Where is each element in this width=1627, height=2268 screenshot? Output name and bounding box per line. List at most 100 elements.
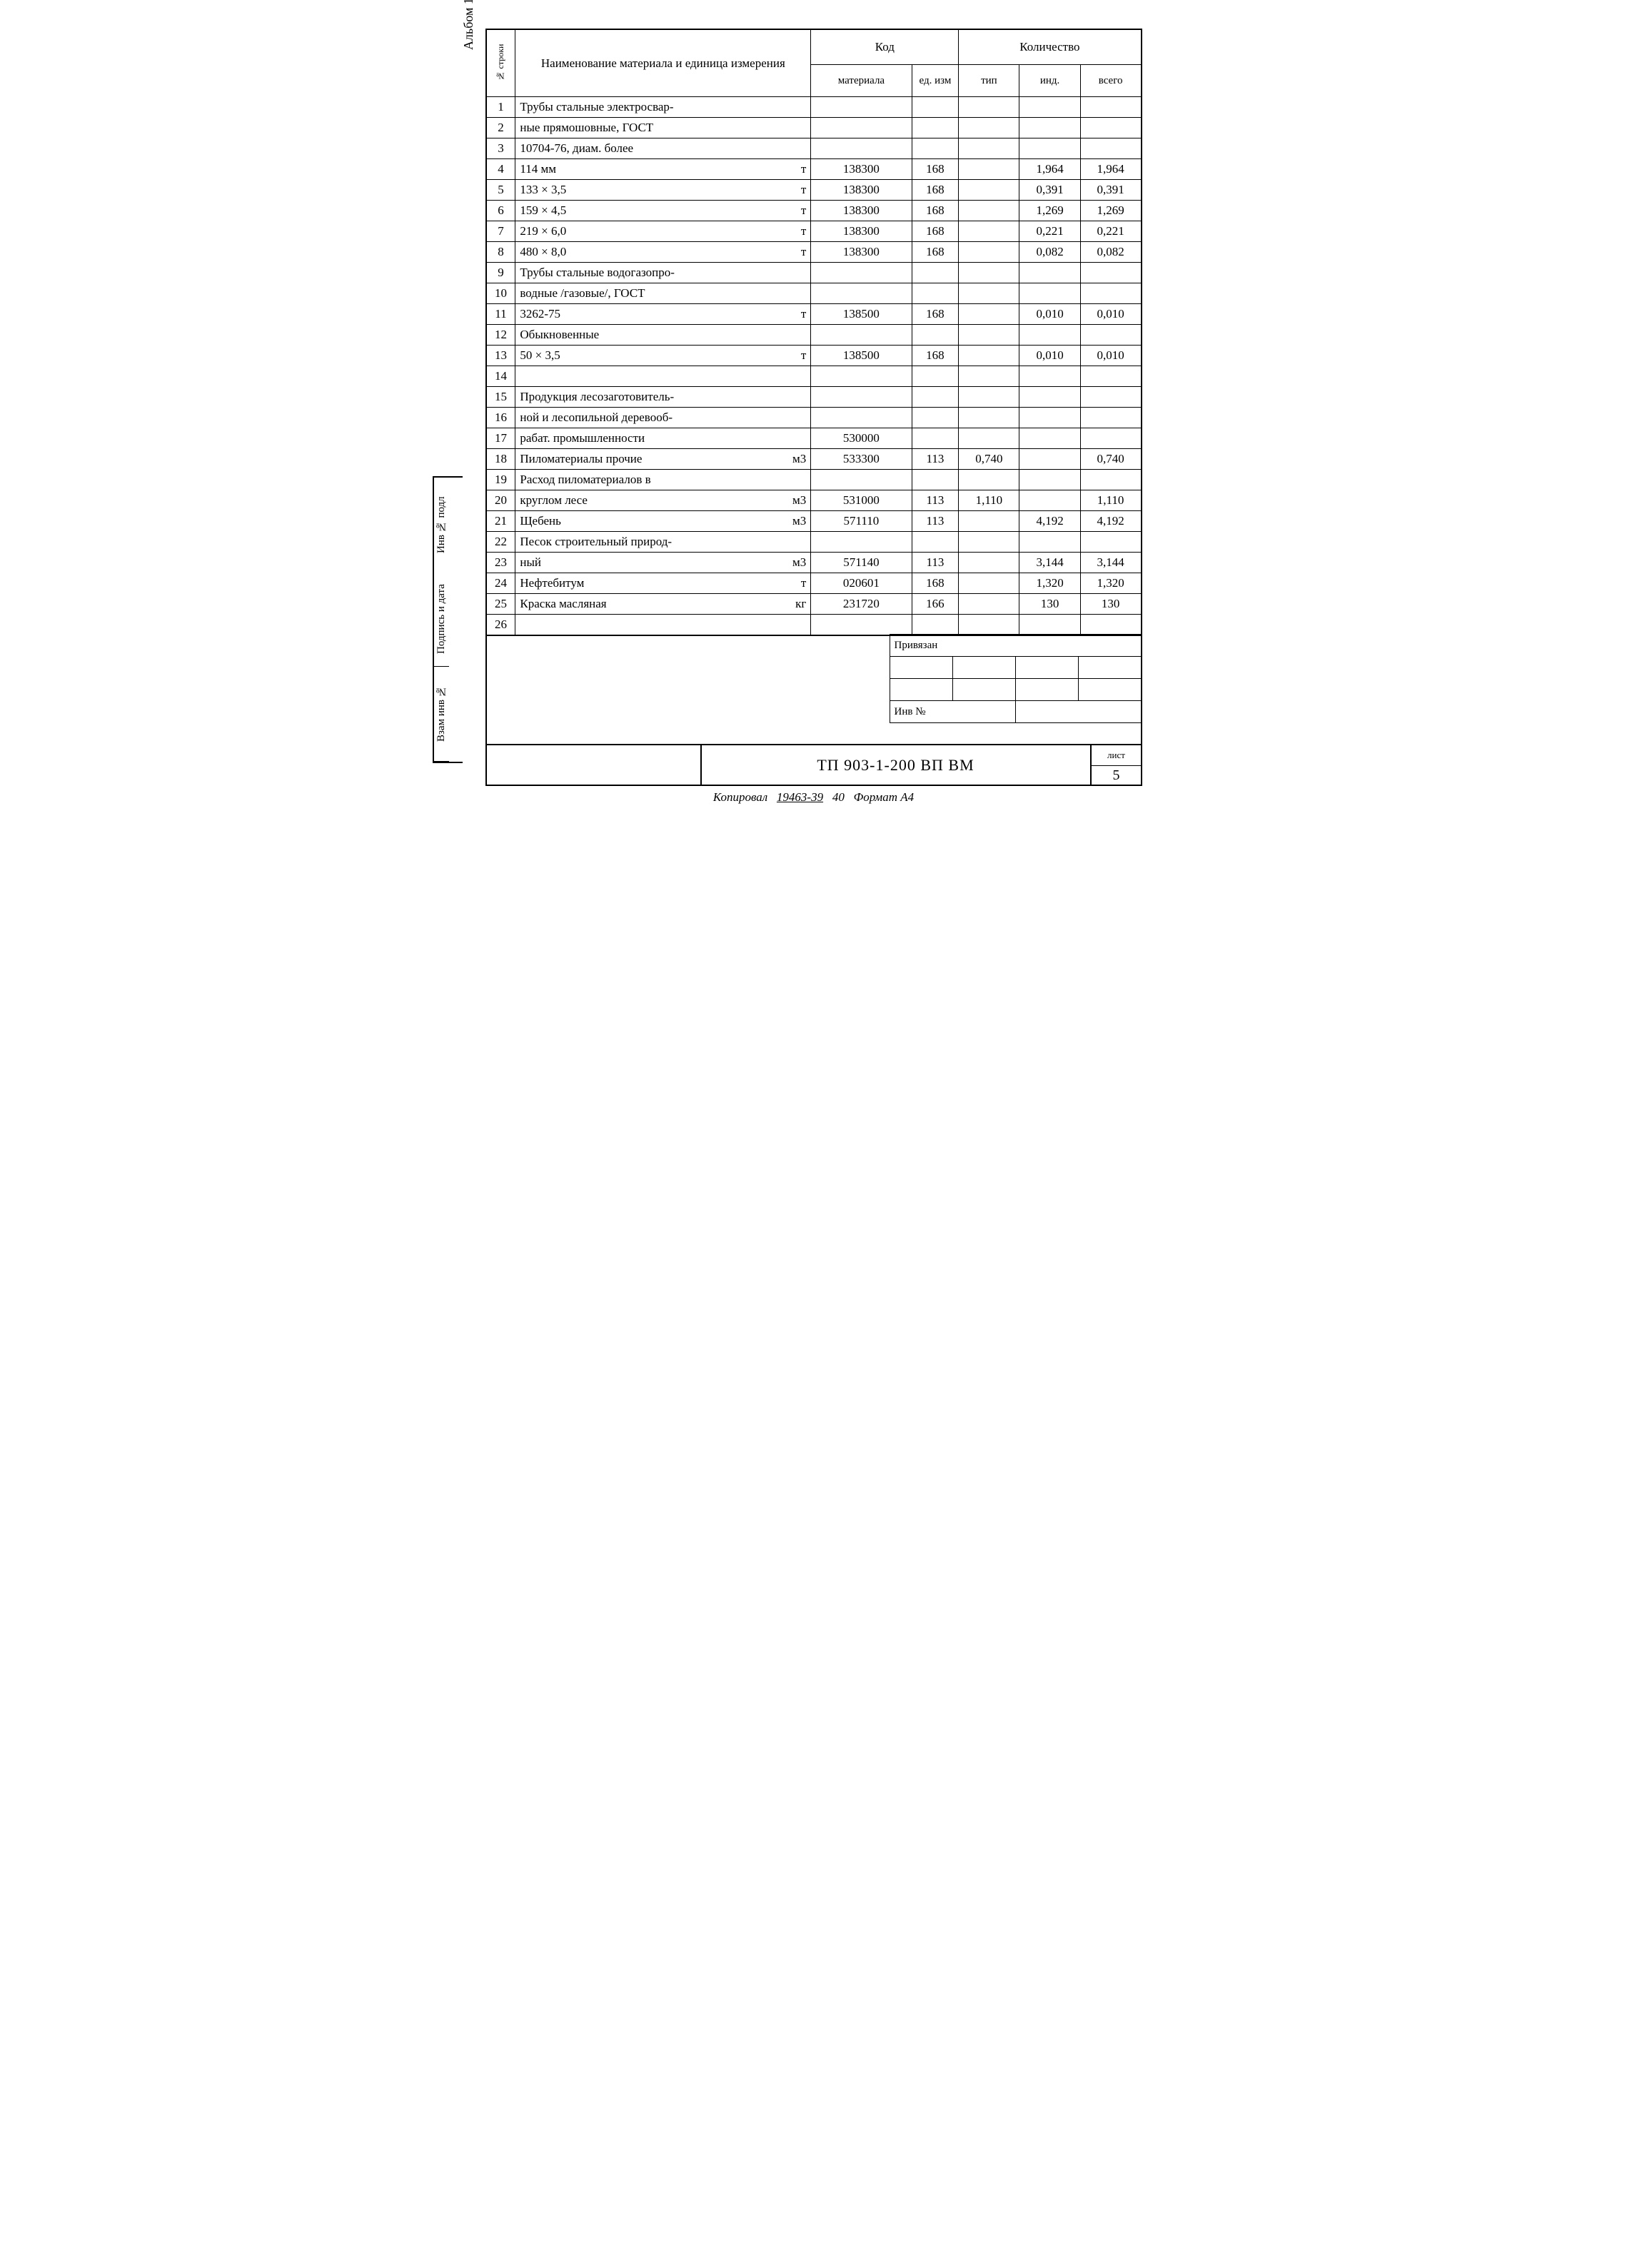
qty-ind (1019, 408, 1080, 428)
table-row: 2ные прямошовные, ГОСТ (486, 118, 1142, 138)
qty-ind (1019, 325, 1080, 346)
material-unit: т (795, 203, 806, 218)
row-number: 23 (486, 553, 515, 573)
unit-code (912, 428, 959, 449)
qty-typ: 0,740 (959, 449, 1019, 470)
qty-ind (1019, 283, 1080, 304)
qty-total: 0,740 (1080, 449, 1141, 470)
unit-code: 113 (912, 511, 959, 532)
qty-total: 1,110 (1080, 490, 1141, 511)
qty-total (1080, 366, 1141, 387)
qty-ind (1019, 490, 1080, 511)
page-label: лист (1092, 745, 1142, 766)
material-name-cell (515, 366, 811, 387)
bottom-note: Копировал 19463-39 40 Формат А4 (485, 790, 1142, 805)
material-unit: т (795, 576, 806, 590)
qty-total: 0,391 (1080, 180, 1141, 201)
material-name-cell: рабат. промышленности (515, 428, 811, 449)
material-name-cell: 480 × 8,0т (515, 242, 811, 263)
col-header-code-group: Код (811, 29, 959, 65)
qty-total: 0,010 (1080, 304, 1141, 325)
qty-typ: 1,110 (959, 490, 1019, 511)
material-name: 159 × 4,5 (520, 203, 566, 218)
row-number: 15 (486, 387, 515, 408)
qty-ind: 0,391 (1019, 180, 1080, 201)
qty-ind (1019, 470, 1080, 490)
col-header-qty-total: всего (1080, 65, 1141, 97)
row-number: 20 (486, 490, 515, 511)
unit-code (912, 366, 959, 387)
row-number: 26 (486, 615, 515, 636)
qty-typ (959, 594, 1019, 615)
material-name-cell: 3262-75т (515, 304, 811, 325)
row-number: 25 (486, 594, 515, 615)
title-row: ТП 903-1-200 ВП ВМ лист 5 (486, 744, 1142, 785)
row-number: 21 (486, 511, 515, 532)
row-number: 22 (486, 532, 515, 553)
table-row: 15Продукция лесозаготовитель- (486, 387, 1142, 408)
table-row: 1350 × 3,5т1385001680,0100,010 (486, 346, 1142, 366)
qty-typ (959, 346, 1019, 366)
qty-ind: 1,964 (1019, 159, 1080, 180)
material-name: ной и лесопильной деревооб- (520, 410, 673, 425)
qty-total (1080, 325, 1141, 346)
material-code (811, 325, 912, 346)
material-name-cell: Трубы стальные водогазопро- (515, 263, 811, 283)
material-code: 138300 (811, 180, 912, 201)
material-name: рабат. промышленности (520, 431, 645, 445)
material-name: Нефтебитум (520, 576, 584, 590)
row-number: 24 (486, 573, 515, 594)
table-row: 7219 × 6,0т1383001680,2210,221 (486, 221, 1142, 242)
table-row: 24Нефтебитумт0206011681,3201,320 (486, 573, 1142, 594)
material-code (811, 138, 912, 159)
material-name-cell: ной и лесопильной деревооб- (515, 408, 811, 428)
qty-typ (959, 408, 1019, 428)
footer-block: Привязан Инв № ТП 903-1-200 ВП ВМ лист 5 (485, 635, 1142, 786)
qty-typ (959, 511, 1019, 532)
qty-typ (959, 532, 1019, 553)
material-name-cell: Нефтебитум т (515, 573, 811, 594)
row-number: 19 (486, 470, 515, 490)
unit-code (912, 615, 959, 636)
material-code: 138300 (811, 242, 912, 263)
material-unit: м3 (787, 555, 806, 570)
unit-code: 168 (912, 573, 959, 594)
row-number: 7 (486, 221, 515, 242)
qty-ind: 3,144 (1019, 553, 1080, 573)
material-name-cell: 114 ммт (515, 159, 811, 180)
col-header-code-unit: ед. изм (912, 65, 959, 97)
material-name-cell: Краска маслянаякг (515, 594, 811, 615)
material-code (811, 470, 912, 490)
material-unit: м3 (787, 514, 806, 528)
material-name-cell: Продукция лесозаготовитель- (515, 387, 811, 408)
material-name: 3262-75 (520, 307, 560, 321)
table-row: 20круглом лесем35310001131,1101,110 (486, 490, 1142, 511)
qty-typ (959, 180, 1019, 201)
qty-ind: 0,221 (1019, 221, 1080, 242)
qty-ind (1019, 118, 1080, 138)
qty-typ (959, 387, 1019, 408)
table-row: 17рабат. промышленности530000 (486, 428, 1142, 449)
qty-typ (959, 201, 1019, 221)
table-row: 25Краска маслянаякг231720166130130 (486, 594, 1142, 615)
qty-total (1080, 118, 1141, 138)
unit-code: 168 (912, 221, 959, 242)
col-header-name: Наименование материала и единица измерен… (515, 29, 811, 97)
row-number: 10 (486, 283, 515, 304)
qty-ind (1019, 428, 1080, 449)
qty-typ (959, 97, 1019, 118)
col-header-qty-ind: инд. (1019, 65, 1080, 97)
material-unit: т (795, 224, 806, 238)
unit-code: 168 (912, 242, 959, 263)
row-number: 9 (486, 263, 515, 283)
qty-total: 130 (1080, 594, 1141, 615)
qty-typ (959, 118, 1019, 138)
material-name-cell: 10704-76, диам. более (515, 138, 811, 159)
qty-ind: 0,082 (1019, 242, 1080, 263)
material-code: 571140 (811, 553, 912, 573)
qty-total (1080, 408, 1141, 428)
qty-typ (959, 553, 1019, 573)
material-code (811, 366, 912, 387)
qty-total (1080, 470, 1141, 490)
material-name-cell: водные /газовые/, ГОСТ (515, 283, 811, 304)
